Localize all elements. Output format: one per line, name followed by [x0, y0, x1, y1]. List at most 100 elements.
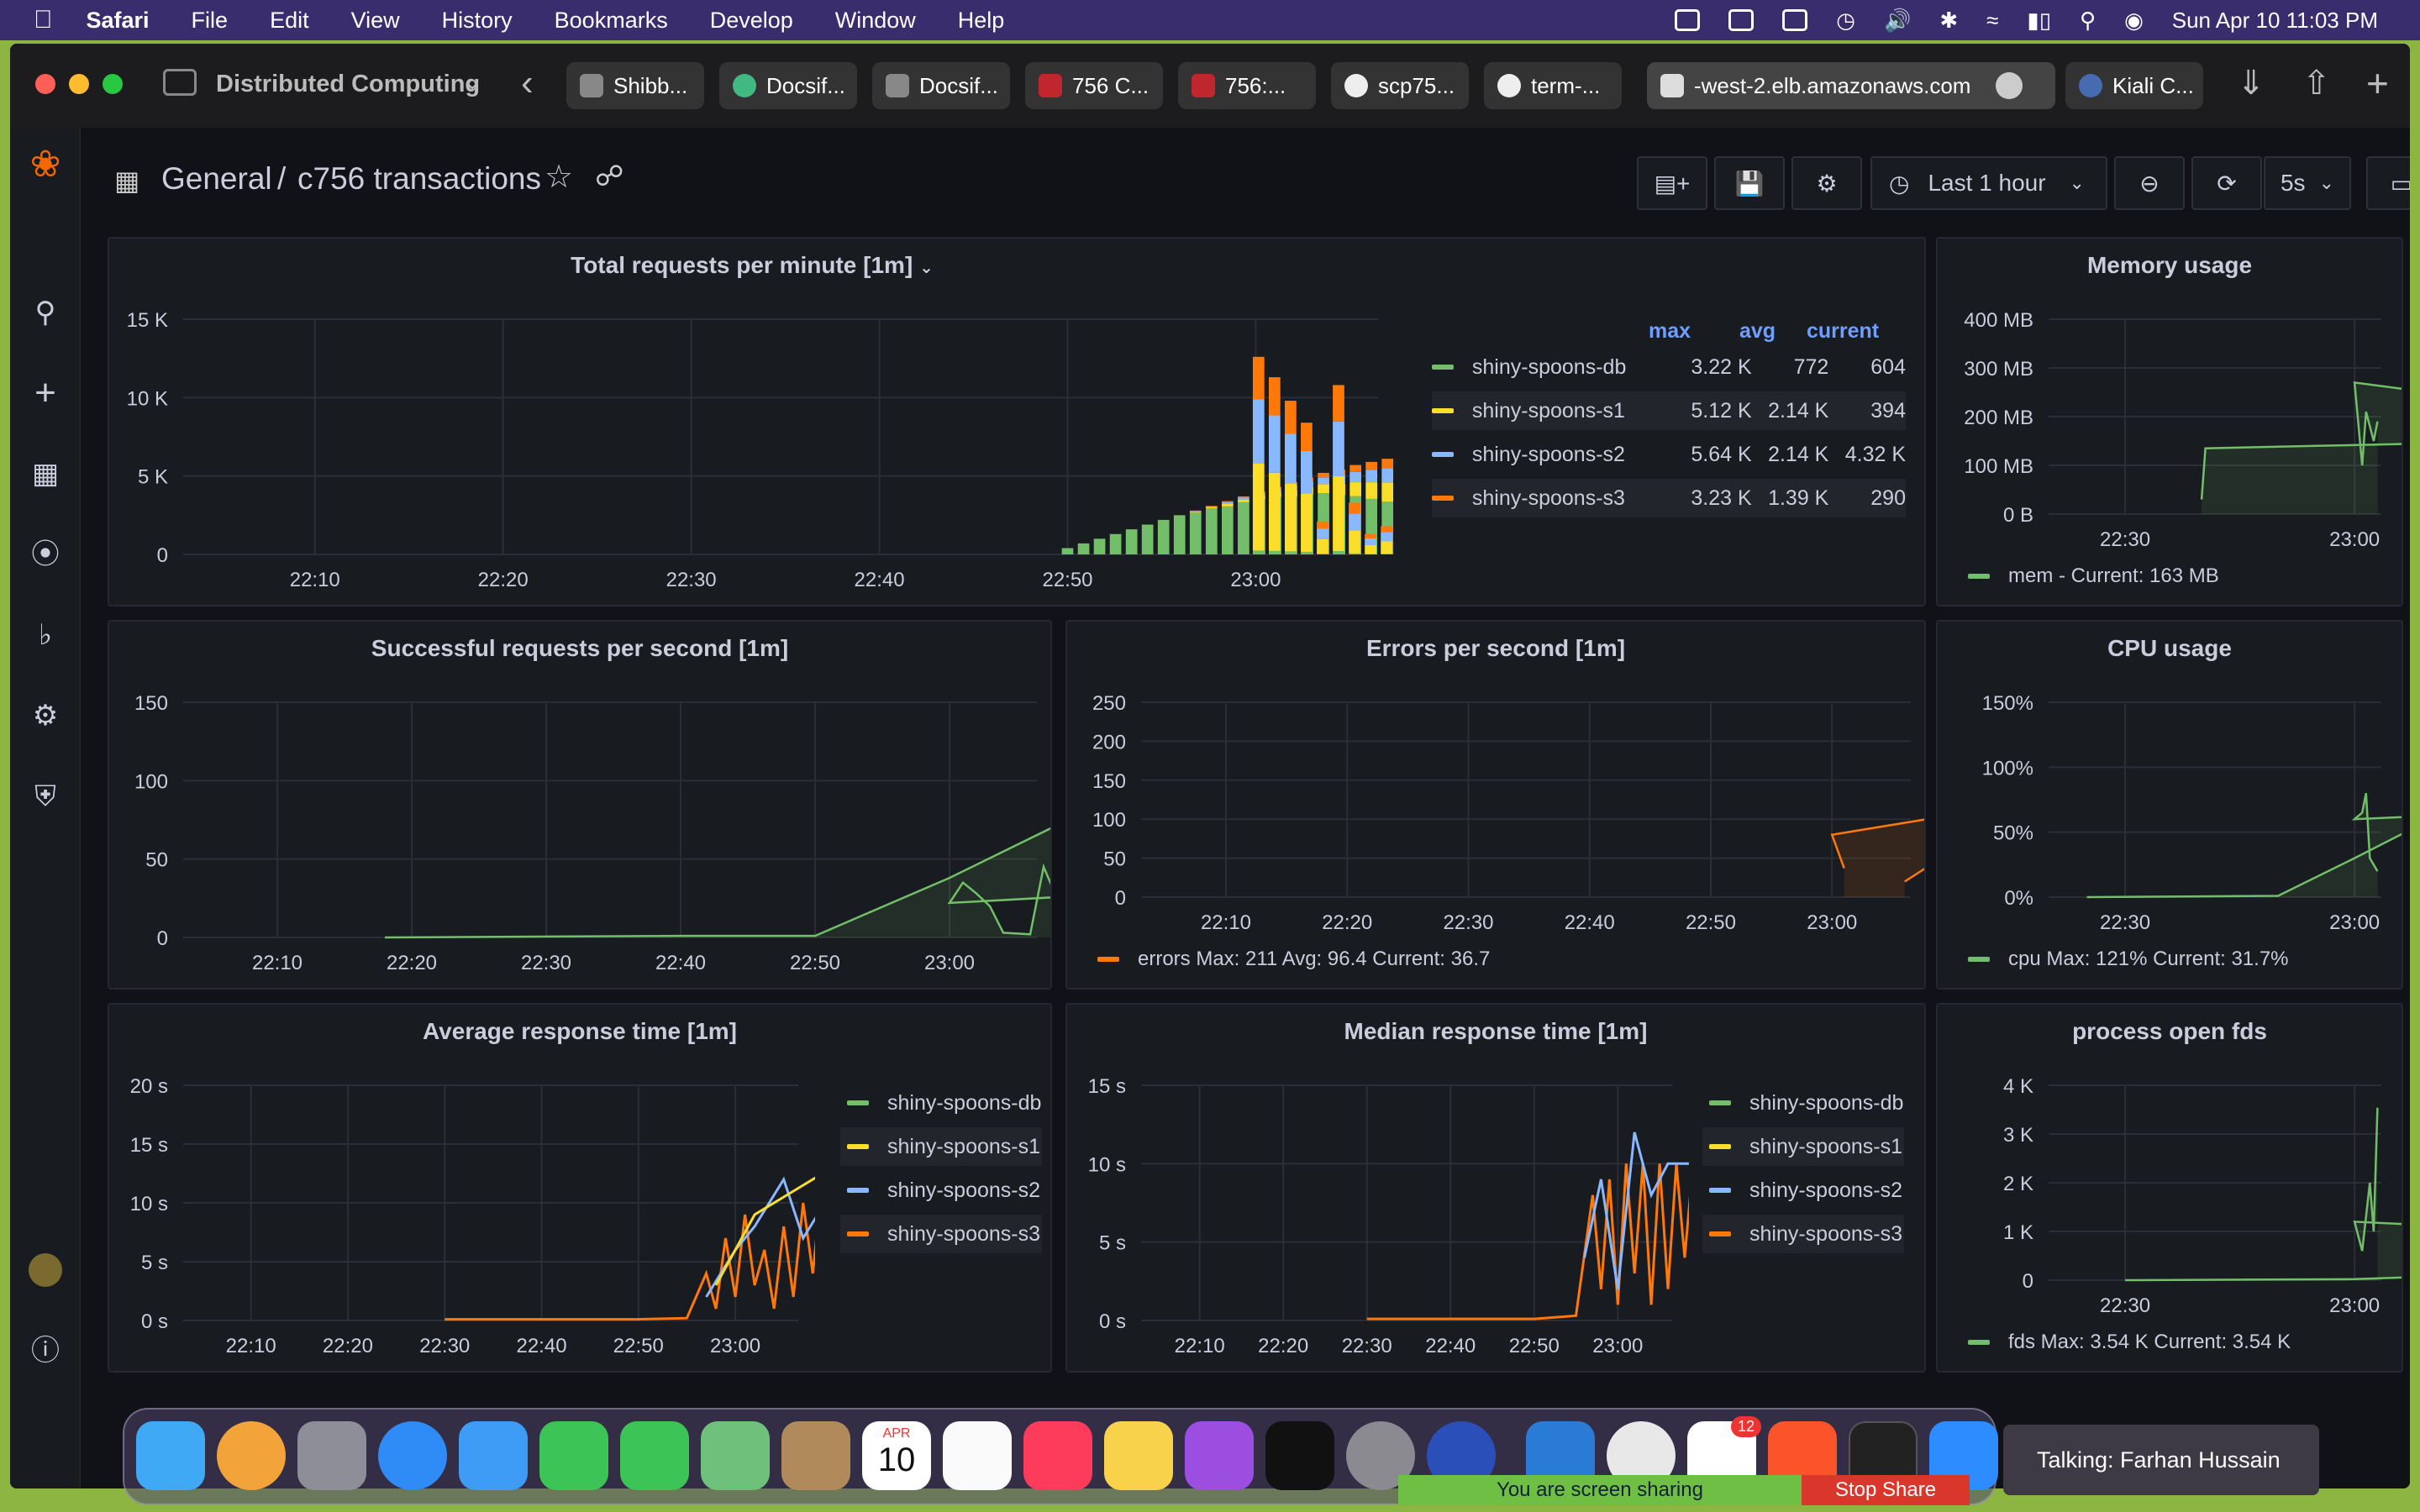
volume-icon[interactable]: 🔊	[1883, 7, 1912, 33]
legend-row[interactable]: shiny-spoons-s3	[840, 1215, 1042, 1253]
share-icon[interactable]: ⇧	[2302, 65, 2331, 102]
panel-title[interactable]: Successful requests per second [1m]	[371, 635, 789, 661]
browser-tab-active[interactable]: -west-2.elb.amazonaws.com	[1647, 62, 2055, 109]
music-icon[interactable]	[1023, 1421, 1092, 1490]
minimize-window-button[interactable]	[69, 74, 89, 94]
time-picker[interactable]: ◷ Last 1 hour ⌄	[1870, 156, 2107, 210]
contacts-icon[interactable]	[781, 1421, 850, 1490]
help-icon[interactable]: ⓘ	[31, 1335, 60, 1367]
menu-view[interactable]: View	[332, 7, 400, 33]
browser-tab[interactable]: 756:...	[1178, 62, 1316, 109]
zoom-window-button[interactable]	[103, 74, 123, 94]
legend-row[interactable]: shiny-spoons-s2 5.64 K 2.14 K 4.32 K	[1432, 435, 1906, 474]
star-icon[interactable]: ☆	[544, 160, 574, 195]
close-window-button[interactable]	[35, 74, 55, 94]
panel-title[interactable]: Memory usage	[2086, 252, 2253, 278]
legend-row[interactable]: shiny-spoons-s3 3.23 K 1.39 K 290	[1432, 479, 1906, 517]
add-panel-button[interactable]: ▤+	[1637, 156, 1707, 210]
menu-file[interactable]: File	[172, 7, 229, 33]
search-icon[interactable]: ⚲	[2080, 7, 2096, 33]
menu-history[interactable]: History	[423, 7, 513, 33]
browser-tab[interactable]: term-...	[1484, 62, 1622, 109]
grafana-logo-icon[interactable]: ❀	[29, 144, 61, 185]
legend-header-max[interactable]: max	[1649, 319, 1691, 343]
legend-row[interactable]: shiny-spoons-db	[1702, 1084, 1904, 1122]
control-center-icon[interactable]: ◉	[2124, 7, 2144, 33]
legend-row[interactable]: shiny-spoons-s2	[1702, 1171, 1904, 1210]
panel-title[interactable]: CPU usage	[2107, 635, 2232, 661]
shield-status-icon[interactable]	[1782, 9, 1808, 31]
podcasts-icon[interactable]	[1185, 1421, 1254, 1490]
legend-row[interactable]: shiny-spoons-s3	[1702, 1215, 1904, 1253]
panel-title[interactable]: process open fds	[2072, 1018, 2267, 1044]
zoom-status-icon[interactable]	[1675, 9, 1701, 31]
gear-icon[interactable]: ⚙	[32, 700, 59, 732]
browser-tab[interactable]: Docsif...	[872, 62, 1010, 109]
clock-status-icon[interactable]: ◷	[1836, 7, 1855, 33]
safari-icon[interactable]	[378, 1421, 447, 1490]
tv-icon[interactable]	[1265, 1421, 1334, 1490]
download-icon[interactable]: ⇓	[2237, 65, 2265, 102]
wifi-icon[interactable]: ≈	[1986, 7, 1999, 33]
reminders-icon[interactable]	[943, 1421, 1012, 1490]
dashboards-icon[interactable]: ▦	[31, 458, 60, 490]
tab-group-title[interactable]: Distributed Computing	[216, 71, 481, 97]
alerting-icon[interactable]: ♭	[38, 619, 53, 651]
notes-icon[interactable]	[1104, 1421, 1173, 1490]
legend-header-current[interactable]: current	[1807, 319, 1880, 343]
legend-item[interactable]: cpu Max: 121% Current: 31.7%	[1968, 948, 2289, 971]
photos-icon[interactable]	[217, 1421, 286, 1490]
grid-status-icon[interactable]	[1728, 9, 1754, 31]
browser-tab[interactable]: scp75...	[1331, 62, 1469, 109]
legend-row[interactable]: shiny-spoons-s2	[840, 1171, 1042, 1210]
legend-row[interactable]: shiny-spoons-s1 5.12 K 2.14 K 394	[1432, 391, 1906, 430]
browser-tab[interactable]: Shibb...	[566, 62, 704, 109]
mail-icon[interactable]	[459, 1421, 528, 1490]
back-icon[interactable]: ‹	[521, 62, 534, 103]
shield-icon[interactable]: ⛨	[34, 780, 56, 812]
browser-tab[interactable]: Kiali C...	[2065, 62, 2203, 109]
browser-tab[interactable]: Docsif...	[719, 62, 857, 109]
maps-icon[interactable]	[701, 1421, 770, 1490]
page-title[interactable]: c756 transactions	[297, 161, 542, 196]
breadcrumb-folder[interactable]: General	[161, 161, 272, 196]
menu-bookmarks[interactable]: Bookmarks	[535, 7, 668, 33]
menu-app-name[interactable]: Safari	[67, 7, 150, 33]
legend-row[interactable]: shiny-spoons-s1	[1702, 1127, 1904, 1166]
tv-mode-button[interactable]: ▭	[2366, 156, 2410, 210]
menu-window[interactable]: Window	[816, 7, 916, 33]
facetime-icon[interactable]	[539, 1421, 608, 1490]
launchpad-icon[interactable]	[297, 1421, 366, 1490]
close-tab-icon[interactable]	[1660, 74, 1684, 97]
finder-icon[interactable]	[136, 1421, 205, 1490]
bluetooth-icon[interactable]: ✱	[1939, 7, 1959, 33]
search-icon[interactable]: ⚲	[34, 297, 56, 328]
battery-icon[interactable]: ▮▯	[2027, 7, 2052, 33]
zoom-out-button[interactable]: ⊖	[2114, 156, 2185, 210]
refresh-interval-select[interactable]: 5s ⌄	[2264, 156, 2351, 210]
menu-develop[interactable]: Develop	[691, 7, 793, 33]
avatar[interactable]	[29, 1253, 62, 1287]
more-icon[interactable]	[1996, 72, 2023, 99]
stop-share-button[interactable]: Stop Share	[1802, 1475, 1970, 1505]
explore-icon[interactable]: ⦿	[31, 538, 60, 570]
legend-header-avg[interactable]: avg	[1739, 319, 1776, 343]
apple-icon[interactable]: 	[34, 6, 53, 34]
legend-item[interactable]: mem - Current: 163 MB	[1968, 564, 2219, 588]
panel-title[interactable]: Average response time [1m]	[423, 1018, 737, 1044]
menu-help[interactable]: Help	[939, 7, 1005, 33]
panel-title[interactable]: Errors per second [1m]	[1365, 635, 1626, 661]
calendar-icon[interactable]: APR 10	[862, 1421, 931, 1490]
settings-button[interactable]: ⚙	[1791, 156, 1862, 210]
chevron-down-icon[interactable]: ⌄	[464, 71, 481, 94]
legend-row[interactable]: shiny-spoons-db	[840, 1084, 1042, 1122]
panel-title[interactable]: Median response time [1m]	[1344, 1018, 1648, 1044]
sidebar-toggle-icon[interactable]	[163, 69, 197, 96]
panel-title[interactable]: Total requests per minute [1m] ⌄	[571, 252, 934, 278]
menu-clock[interactable]: Sun Apr 10 11:03 PM	[2171, 7, 2378, 33]
dashboards-icon[interactable]: ▦	[114, 165, 140, 196]
legend-item[interactable]: errors Max: 211 Avg: 96.4 Current: 36.7	[1097, 948, 1490, 971]
legend-item[interactable]: fds Max: 3.54 K Current: 3.54 K	[1968, 1331, 2291, 1354]
legend-row[interactable]: shiny-spoons-s1	[840, 1127, 1042, 1166]
menu-edit[interactable]: Edit	[250, 7, 309, 33]
